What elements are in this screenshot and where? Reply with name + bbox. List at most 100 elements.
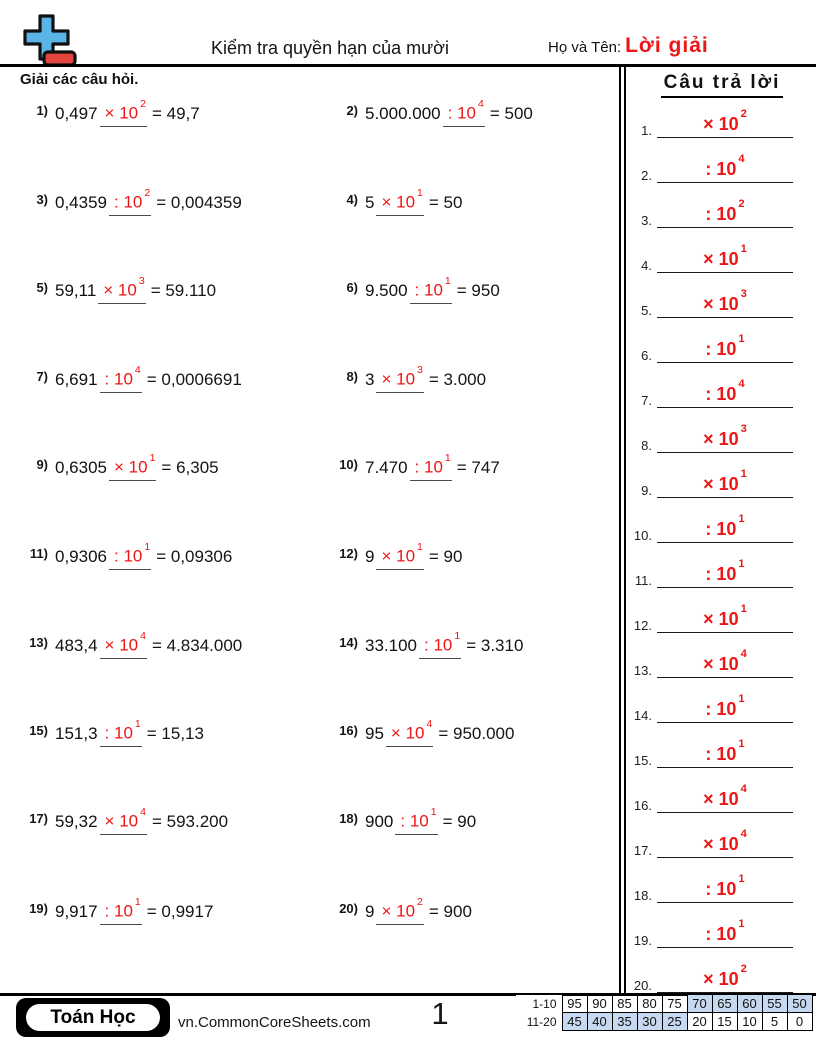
problem-answer-expression: × 10 4 [99, 630, 147, 659]
answer-number: 15. [633, 753, 652, 768]
grade-cell: 25 [661, 1012, 688, 1031]
problem-operand: 5.000.000 [365, 103, 441, 123]
column-separator [624, 67, 626, 994]
answer-value: : 10 1 [705, 693, 745, 719]
problem-result: = 900 [428, 901, 472, 921]
problem-result: = 500 [489, 103, 533, 123]
answer-blank-line: × 10 4 [657, 648, 793, 678]
exponent: 1 [738, 693, 745, 706]
grade-cell: 80 [636, 994, 663, 1013]
problem-item: 3) 0,4359: 10 2 = 0,004359 [16, 187, 242, 216]
answer-item: 13. × 10 4 [620, 648, 793, 678]
exponent: 3 [740, 423, 747, 436]
problem-operand: 0,9306 [55, 546, 107, 566]
grade-cell: 40 [586, 1012, 613, 1031]
problem-result: = 3.000 [428, 369, 487, 389]
answer-item: 8. × 10 3 [620, 423, 793, 453]
exponent: 4 [740, 783, 747, 796]
exponent: 4 [740, 648, 747, 661]
exponent: 2 [740, 963, 747, 976]
answer-blank-line: : 10 4 [657, 378, 793, 408]
problem-operand: 483,4 [55, 635, 98, 655]
answer-item: 9. × 10 1 [620, 468, 793, 498]
problem-number: 10) [339, 456, 358, 472]
problem-operand: 7.470 [365, 457, 408, 477]
problem-number: 6) [346, 279, 358, 295]
answer-number: 13. [633, 663, 652, 678]
problem-number: 16) [339, 722, 358, 738]
problem-result: = 747 [456, 457, 500, 477]
page-title: Kiểm tra quyền hạn của mười [211, 38, 449, 58]
problem-result: = 593.200 [151, 811, 229, 831]
exponent: 1 [444, 451, 451, 464]
problem-operand: 9.500 [365, 280, 408, 300]
exponent: 1 [738, 333, 745, 346]
problem-operand: 151,3 [55, 723, 98, 743]
exponent: 4 [140, 805, 146, 818]
problem-answer-expression: : 10 1 [409, 275, 452, 304]
exponent: 1 [454, 629, 461, 642]
exponent: 1 [738, 558, 745, 571]
answer-value: : 10 1 [705, 558, 745, 584]
exponent: 1 [430, 805, 437, 818]
problem-result: = 0,0006691 [146, 369, 242, 389]
exponent: 3 [740, 288, 747, 301]
exponent: 2 [140, 97, 146, 110]
answer-number: 8. [641, 438, 652, 453]
answer-number: 2. [641, 168, 652, 183]
answer-number: 1. [641, 123, 652, 138]
grade-cell: 5 [761, 1012, 788, 1031]
answer-value: × 10 3 [703, 288, 747, 314]
answer-blank-line: : 10 1 [657, 918, 793, 948]
problem-answer-expression: : 10 1 [99, 718, 142, 747]
answer-value: × 10 1 [703, 603, 747, 629]
problem-number: 1) [36, 102, 48, 118]
answer-value: : 10 1 [705, 918, 745, 944]
answer-item: 6.: 10 1 [620, 333, 793, 363]
problem-item: 18) 900: 10 1 = 90 [326, 806, 476, 835]
answer-item: 18.: 10 1 [620, 873, 793, 903]
problem-operand: 3 [365, 369, 375, 389]
website-text: vn.CommonCoreSheets.com [178, 1014, 371, 1031]
exponent: 4 [738, 378, 745, 391]
problem-answer-expression: × 10 1 [376, 541, 424, 570]
grade-cell: 90 [586, 994, 613, 1013]
grade-cell: 75 [661, 994, 688, 1013]
exponent: 2 [417, 895, 423, 908]
problem-item: 5) 59,11 × 10 3 = 59.110 [16, 275, 216, 304]
answer-key-label: Lời giải [625, 34, 709, 57]
problem-answer-expression: × 10 1 [109, 452, 157, 481]
answer-number: 3. [641, 213, 652, 228]
grade-cell: 85 [611, 994, 638, 1013]
answer-number: 7. [641, 393, 652, 408]
answer-number: 14. [633, 708, 652, 723]
answer-blank-line: × 10 2 [657, 108, 793, 138]
problem-item: 15) 151,3: 10 1 = 15,13 [16, 718, 204, 747]
problem-operand: 6,691 [55, 369, 98, 389]
grade-cell: 50 [786, 994, 813, 1013]
answer-item: 16. × 10 4 [620, 783, 793, 813]
answer-value: × 10 1 [703, 243, 747, 269]
name-row: Họ và Tên: Lời giải [548, 34, 709, 58]
problem-answer-expression: : 10 1 [419, 630, 462, 659]
problem-number: 7) [36, 368, 48, 384]
answer-blank-line: × 10 1 [657, 603, 793, 633]
exponent: 1 [134, 717, 141, 730]
exponent: 3 [417, 363, 423, 376]
answer-blank-line: × 10 4 [657, 783, 793, 813]
problem-result: = 950.000 [438, 723, 515, 743]
exponent: 1 [144, 540, 151, 553]
grading-table: 1-10 95 90 85 80 75 70 65 60 55 50 11-20 45 40 35 30 25 2… [516, 994, 813, 1031]
answer-item: 17. × 10 4 [620, 828, 793, 858]
problem-operand: 0,6305 [55, 457, 107, 477]
exponent: 4 [140, 629, 146, 642]
problem-number: 11) [29, 545, 48, 561]
exponent: 1 [149, 451, 156, 464]
problem-item: 11) 0,9306: 10 1 = 0,09306 [16, 541, 232, 570]
problem-operand: 5 [365, 192, 375, 212]
problem-result: = 90 [428, 546, 463, 566]
grade-cell: 65 [711, 994, 738, 1013]
grade-cell: 70 [686, 994, 713, 1013]
grade-cell: 55 [761, 994, 788, 1013]
